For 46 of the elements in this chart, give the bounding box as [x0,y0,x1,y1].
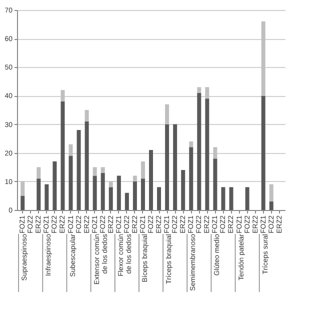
bar [124,192,129,210]
bar [245,187,250,210]
bar [36,178,41,210]
bar [116,176,121,210]
bar [213,147,218,159]
bar [92,176,97,210]
bar [269,201,274,210]
bar [20,196,25,210]
bar [197,87,202,93]
bar [213,158,218,210]
bar [165,104,170,124]
bar [92,167,97,176]
bar [68,156,73,210]
bar [132,181,137,210]
bar [132,176,137,182]
bar [60,90,65,102]
bar [181,170,186,210]
bar [100,167,105,173]
bar [189,147,194,210]
bar [261,21,266,96]
bar [68,144,73,156]
bar [269,184,274,202]
bar [205,87,210,99]
bar [221,187,226,210]
bar [84,121,89,210]
bar [108,181,113,188]
bar [36,167,41,179]
bar [100,172,105,210]
bar [261,96,266,210]
bar [189,141,194,148]
bar [76,130,81,210]
bar [197,92,202,210]
bar [140,178,145,210]
bar [84,110,89,122]
bar [44,184,49,210]
bar [20,181,25,196]
bar [60,101,65,210]
bar [229,187,234,210]
bar [108,187,113,210]
bar [173,124,178,210]
bar [149,150,153,210]
bar [205,98,210,210]
bar [140,161,145,179]
bar [157,187,162,210]
bar [165,124,170,210]
bar [52,161,57,210]
